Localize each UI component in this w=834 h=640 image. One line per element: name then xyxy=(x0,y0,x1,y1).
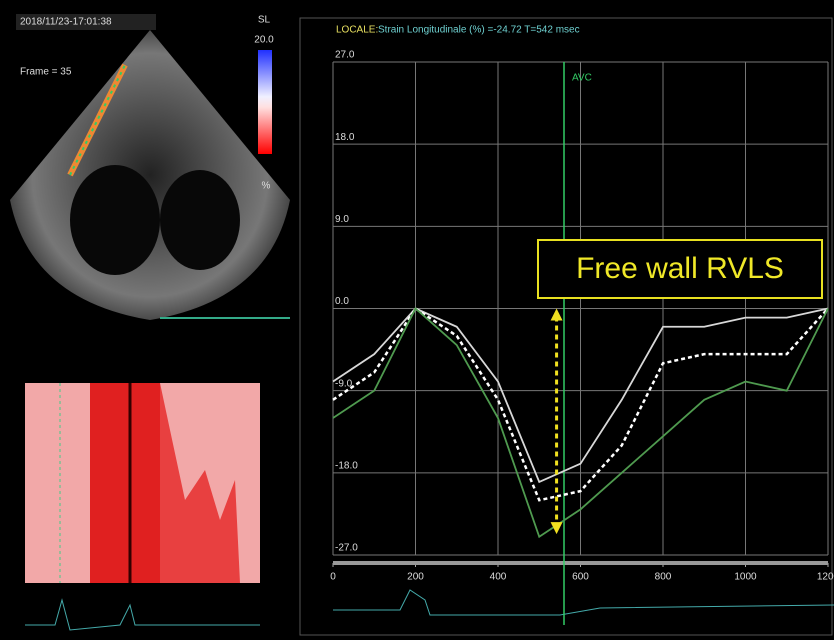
y-tick-label: 0.0 xyxy=(335,296,349,307)
y-tick-label: -27.0 xyxy=(335,543,358,554)
y-tick-label: -18.0 xyxy=(335,460,358,471)
x-tick-label: 0 xyxy=(330,572,336,583)
x-tick-label: 600 xyxy=(572,572,589,583)
mmode-band xyxy=(90,383,160,583)
page: 2018/11/23-17:01:38 Frame = 35 SL 20.0 %… xyxy=(0,0,834,640)
x-tick-label: 400 xyxy=(490,572,507,583)
scale-unit: % xyxy=(262,181,271,192)
y-tick-label: -9.0 xyxy=(335,378,353,389)
screen: 2018/11/23-17:01:38 Frame = 35 SL 20.0 %… xyxy=(0,0,834,640)
y-tick-label: 27.0 xyxy=(335,50,355,61)
timestamp: 2018/11/23-17:01:38 xyxy=(20,17,112,28)
chart-title: LOCALE: xyxy=(336,25,378,36)
x-tick-label: 200 xyxy=(407,572,424,583)
scale-top: 20.0 xyxy=(254,35,274,46)
x-axis-bar xyxy=(333,561,828,565)
echo-chamber xyxy=(70,165,160,275)
avc-label: AVC xyxy=(572,73,592,84)
echo-chamber xyxy=(160,170,240,270)
y-tick-label: 9.0 xyxy=(335,214,349,225)
y-tick-label: 18.0 xyxy=(335,132,355,143)
colorbar xyxy=(258,50,272,154)
annotation: Free wall RVLS xyxy=(576,252,784,285)
frame-label: Frame = 35 xyxy=(20,67,72,78)
x-tick-label: 1000 xyxy=(734,572,757,583)
scale-name: SL xyxy=(258,15,271,26)
x-tick-label: 800 xyxy=(655,572,672,583)
x-tick-label: 1200 xyxy=(817,572,834,583)
chart-subtitle: Strain Longitudinale (%) =-24.72 T=542 m… xyxy=(378,25,580,36)
